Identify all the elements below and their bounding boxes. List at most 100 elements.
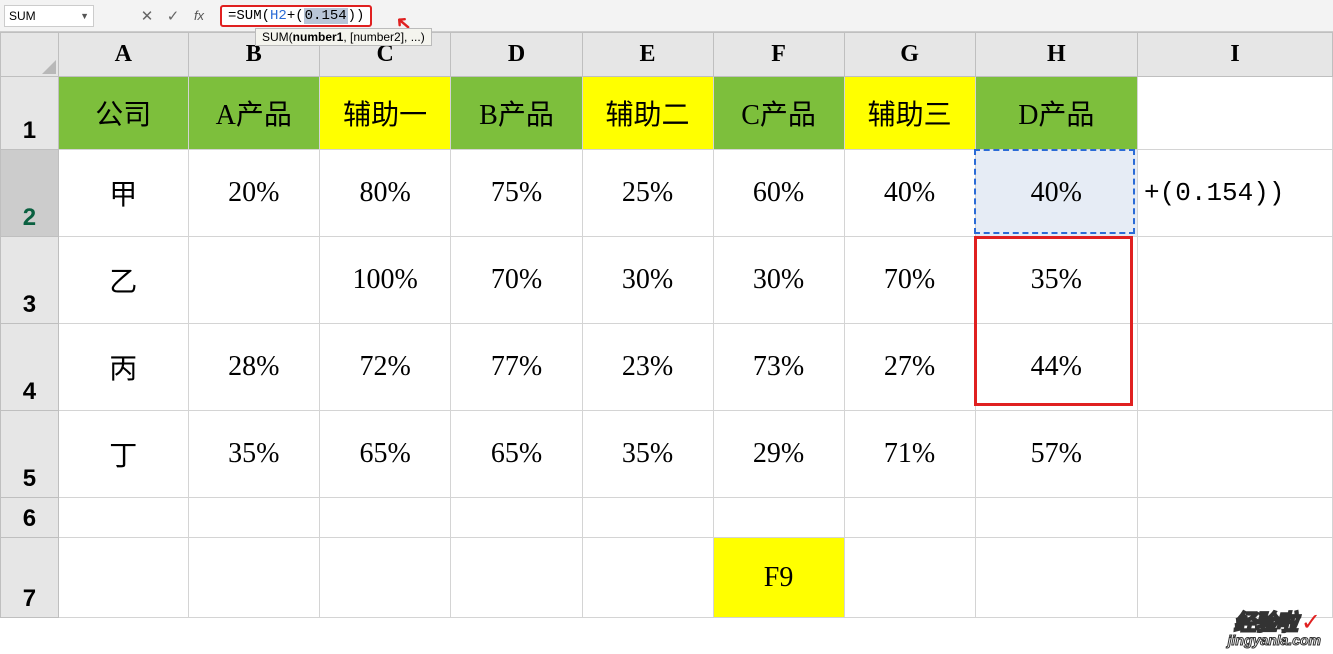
- formula-highlight-box: =SUM(H2+(0.154)): [220, 5, 372, 27]
- name-box-dropdown-icon[interactable]: ▼: [80, 11, 89, 21]
- cell[interactable]: 73%: [713, 324, 844, 411]
- row-header-6[interactable]: 6: [1, 498, 59, 538]
- select-all-corner[interactable]: [1, 33, 59, 77]
- cell[interactable]: 77%: [451, 324, 582, 411]
- cell[interactable]: [319, 538, 451, 618]
- cell[interactable]: [1138, 498, 1333, 538]
- cell[interactable]: 35%: [975, 237, 1137, 324]
- column-header-H[interactable]: H: [975, 33, 1137, 77]
- cancel-formula-button[interactable]: ✕: [134, 5, 160, 27]
- column-header-E[interactable]: E: [582, 33, 713, 77]
- header-cell[interactable]: 辅助一: [319, 77, 451, 150]
- cell[interactable]: 44%: [975, 324, 1137, 411]
- column-header-D[interactable]: D: [451, 33, 582, 77]
- cell[interactable]: [58, 498, 188, 538]
- cell[interactable]: 丁: [58, 411, 188, 498]
- cell[interactable]: [451, 498, 582, 538]
- row-header-4[interactable]: 4: [1, 324, 59, 411]
- cell[interactable]: 80%: [319, 150, 451, 237]
- cell[interactable]: 57%: [975, 411, 1137, 498]
- cell[interactable]: 27%: [844, 324, 975, 411]
- cell[interactable]: [1138, 324, 1333, 411]
- header-cell[interactable]: D产品: [975, 77, 1137, 150]
- row-header-3[interactable]: 3: [1, 237, 59, 324]
- cell[interactable]: 40%: [975, 150, 1137, 237]
- cell[interactable]: 29%: [713, 411, 844, 498]
- cell[interactable]: 25%: [582, 150, 713, 237]
- header-cell[interactable]: B产品: [451, 77, 582, 150]
- cell[interactable]: [188, 237, 319, 324]
- cell[interactable]: [582, 538, 713, 618]
- formula-part-selected: 0.154: [304, 8, 348, 24]
- cell[interactable]: 20%: [188, 150, 319, 237]
- cell[interactable]: 40%: [844, 150, 975, 237]
- cell[interactable]: [188, 498, 319, 538]
- cell[interactable]: 60%: [713, 150, 844, 237]
- check-icon: ✓: [167, 7, 180, 25]
- cell[interactable]: 71%: [844, 411, 975, 498]
- cell[interactable]: 丙: [58, 324, 188, 411]
- cell[interactable]: [1138, 237, 1333, 324]
- tooltip-func: SUM(: [262, 30, 293, 44]
- cell[interactable]: [1138, 411, 1333, 498]
- header-cell[interactable]: 公司: [58, 77, 188, 150]
- tooltip-rest: , [number2], ...): [343, 30, 424, 44]
- cell[interactable]: 30%: [582, 237, 713, 324]
- cell[interactable]: 35%: [582, 411, 713, 498]
- row-header-1[interactable]: 1: [1, 77, 59, 150]
- cell[interactable]: [319, 498, 451, 538]
- header-cell[interactable]: 辅助三: [844, 77, 975, 150]
- cell[interactable]: 23%: [582, 324, 713, 411]
- header-cell[interactable]: [1138, 77, 1333, 150]
- column-header-G[interactable]: G: [844, 33, 975, 77]
- header-cell[interactable]: A产品: [188, 77, 319, 150]
- cell[interactable]: 65%: [451, 411, 582, 498]
- cell[interactable]: [451, 538, 582, 618]
- cell[interactable]: 100%: [319, 237, 451, 324]
- cell[interactable]: 72%: [319, 324, 451, 411]
- cell[interactable]: 28%: [188, 324, 319, 411]
- row-header-5[interactable]: 5: [1, 411, 59, 498]
- cell[interactable]: [582, 498, 713, 538]
- insert-function-button[interactable]: fx: [186, 5, 212, 27]
- formula-part-prefix: =SUM(: [228, 8, 270, 24]
- cell[interactable]: [713, 498, 844, 538]
- formula-input[interactable]: =SUM(H2+(0.154)): [228, 8, 364, 24]
- cell[interactable]: [58, 538, 188, 618]
- f9-cell[interactable]: F9: [713, 538, 844, 618]
- name-box[interactable]: SUM ▼: [4, 5, 94, 27]
- cell[interactable]: [975, 538, 1137, 618]
- column-header-F[interactable]: F: [713, 33, 844, 77]
- column-header-I[interactable]: I: [1138, 33, 1333, 77]
- header-cell[interactable]: C产品: [713, 77, 844, 150]
- cell[interactable]: [188, 538, 319, 618]
- formula-bar: SUM ▼ ✕ ✓ fx =SUM(H2+(0.154)) ➜ SUM(numb…: [0, 0, 1333, 32]
- cell[interactable]: +(0.154)): [1138, 150, 1333, 237]
- name-box-value: SUM: [9, 9, 36, 23]
- cell[interactable]: [1138, 538, 1333, 618]
- cell[interactable]: 70%: [451, 237, 582, 324]
- cell[interactable]: [844, 538, 975, 618]
- worksheet: ABCDEFGHI1公司A产品辅助一B产品辅助二C产品辅助三D产品2甲20%80…: [0, 32, 1333, 618]
- row-header-7[interactable]: 7: [1, 538, 59, 618]
- cell[interactable]: 65%: [319, 411, 451, 498]
- cell[interactable]: 30%: [713, 237, 844, 324]
- header-cell[interactable]: 辅助二: [582, 77, 713, 150]
- cell[interactable]: 75%: [451, 150, 582, 237]
- row-header-2[interactable]: 2: [1, 150, 59, 237]
- cell[interactable]: 甲: [58, 150, 188, 237]
- watermark: 经验啦✓ jingyanla.com: [1228, 610, 1321, 648]
- cell[interactable]: [844, 498, 975, 538]
- formula-part-close: )): [348, 8, 365, 24]
- function-tooltip: SUM(number1, [number2], ...): [255, 28, 432, 46]
- cell[interactable]: [975, 498, 1137, 538]
- cell[interactable]: 70%: [844, 237, 975, 324]
- formula-part-ref: H2: [270, 8, 287, 24]
- confirm-formula-button[interactable]: ✓: [160, 5, 186, 27]
- fx-icon: fx: [194, 8, 204, 23]
- formula-part-plus: +(: [287, 8, 304, 24]
- cell[interactable]: 乙: [58, 237, 188, 324]
- cancel-icon: ✕: [141, 7, 154, 25]
- column-header-A[interactable]: A: [58, 33, 188, 77]
- cell[interactable]: 35%: [188, 411, 319, 498]
